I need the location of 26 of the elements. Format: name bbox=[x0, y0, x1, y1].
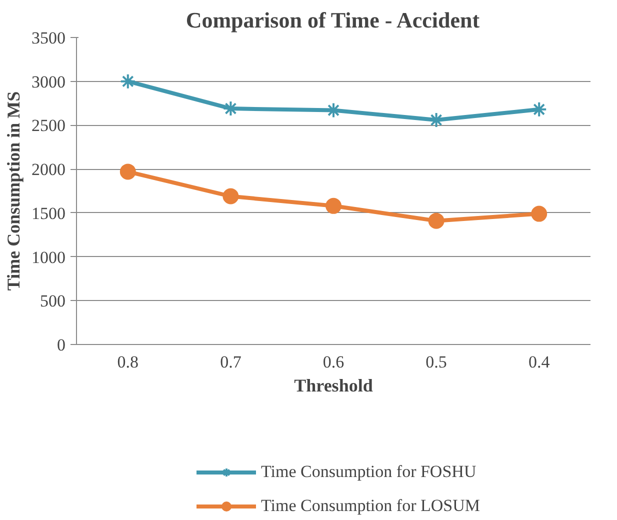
y-tick-label: 500 bbox=[40, 292, 66, 311]
legend-label: Time Consumption for LOSUM bbox=[261, 496, 480, 516]
y-axis-title: Time Consumption in MS bbox=[4, 91, 24, 291]
point bbox=[120, 73, 136, 90]
y-tick-label: 2500 bbox=[32, 116, 66, 136]
y-tick-label: 3000 bbox=[32, 72, 66, 92]
point bbox=[120, 164, 136, 180]
point bbox=[326, 102, 342, 118]
point bbox=[326, 198, 342, 214]
x-tick-label: 0.7 bbox=[220, 352, 242, 372]
point bbox=[222, 188, 239, 204]
x-tick-label: 0.6 bbox=[322, 352, 344, 372]
point bbox=[531, 206, 548, 222]
y-tick-label: 2000 bbox=[32, 160, 66, 180]
y-tick-label: 0 bbox=[57, 336, 66, 354]
legend-label: Time Consumption for FOSHU bbox=[261, 462, 476, 482]
x-tick-label: 0.8 bbox=[117, 352, 139, 372]
chart-title: Comparison of Time - Accident bbox=[186, 8, 480, 32]
y-tick-label: 3500 bbox=[32, 28, 66, 48]
x-tick-label: 0.4 bbox=[528, 352, 550, 372]
x-tick-label: 0.5 bbox=[426, 352, 447, 372]
point bbox=[428, 212, 444, 229]
point bbox=[531, 101, 548, 118]
x-axis-title: Threshold bbox=[294, 376, 373, 396]
y-tick-label: 1500 bbox=[32, 204, 66, 223]
y-tick-label: 1000 bbox=[32, 248, 66, 267]
